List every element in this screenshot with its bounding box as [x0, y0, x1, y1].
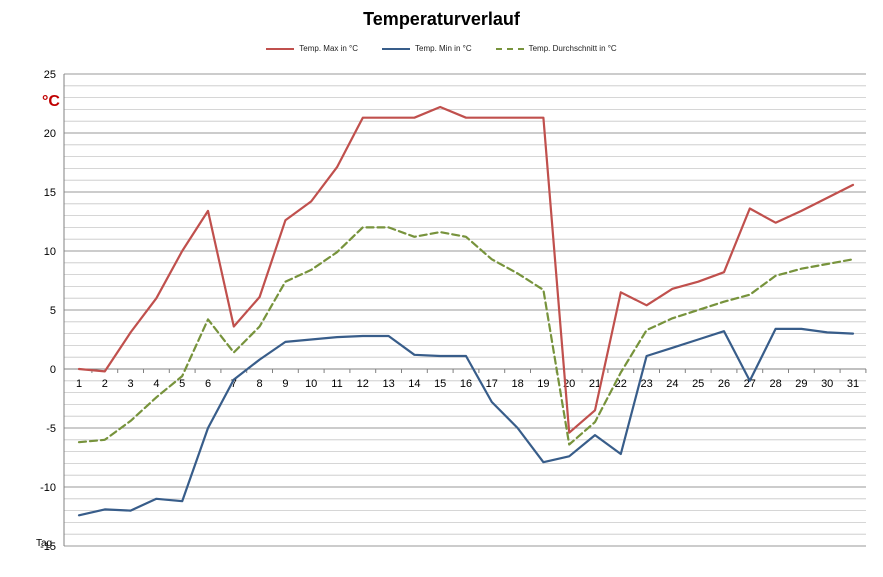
- legend-label-avg: Temp. Durchschnitt in °C: [528, 44, 617, 53]
- x-tick-label: 29: [795, 378, 807, 390]
- x-tick-label: 18: [511, 378, 523, 390]
- legend-item-min: Temp. Min in °C: [382, 44, 472, 53]
- x-tick-label: 22: [615, 378, 627, 390]
- legend-item-avg: Temp. Durchschnitt in °C: [495, 44, 617, 53]
- y-tick-label: 25: [44, 69, 56, 81]
- x-tick-label: 15: [434, 378, 446, 390]
- legend-swatch-min: [382, 47, 411, 50]
- x-tick-label: 13: [382, 378, 394, 390]
- y-unit-label: °C: [42, 93, 60, 110]
- x-tick-label: 16: [460, 378, 472, 390]
- y-tick-label: 20: [44, 128, 56, 140]
- legend-label-min: Temp. Min in °C: [415, 44, 472, 53]
- y-tick-label: 5: [50, 305, 56, 317]
- legend-swatch-max: [266, 47, 295, 50]
- x-tick-label: 27: [744, 378, 756, 390]
- x-tick-label: 31: [847, 378, 859, 390]
- x-tick-label: 12: [357, 378, 369, 390]
- x-tick-label: 11: [331, 378, 342, 390]
- x-axis-label: Tag: [36, 538, 52, 549]
- x-tick-label: 19: [537, 378, 549, 390]
- x-tick-label: 17: [486, 378, 498, 390]
- series-line-min: [77, 327, 855, 517]
- x-tick-label: 9: [282, 378, 288, 390]
- x-tick-label: 24: [666, 378, 678, 390]
- x-tick-label: 8: [257, 378, 263, 390]
- x-tick-label: 28: [769, 378, 781, 390]
- x-tick-label: 25: [692, 378, 704, 390]
- x-tick-label: 7: [231, 378, 237, 390]
- y-tick-label: 15: [44, 187, 56, 199]
- x-tick-label: 10: [305, 378, 317, 390]
- legend-item-max: Temp. Max in °C: [266, 44, 358, 53]
- x-tick-label: 2: [102, 378, 108, 390]
- x-tick-label: 14: [408, 378, 420, 390]
- y-tick-label: 10: [44, 246, 56, 258]
- series-line-avg: [77, 226, 855, 446]
- x-tick-label: 4: [153, 378, 159, 390]
- x-tick-label: 30: [821, 378, 833, 390]
- x-tick-label: 26: [718, 378, 730, 390]
- chart-title: Temperaturverlauf: [363, 9, 520, 29]
- y-tick-label: -10: [40, 482, 56, 494]
- x-tick-label: 3: [128, 378, 134, 390]
- x-tick-label: 6: [205, 378, 211, 390]
- legend-label-max: Temp. Max in °C: [299, 44, 359, 53]
- legend: Temp. Max in °C Temp. Min in °C Temp. Du…: [0, 44, 883, 53]
- x-tick-label: 5: [179, 378, 185, 390]
- legend-swatch-avg: [495, 47, 524, 50]
- y-tick-label: -15: [40, 541, 56, 553]
- x-tick-label: 1: [76, 378, 82, 390]
- x-tick-label: 21: [589, 378, 601, 390]
- y-tick-label: -5: [46, 423, 56, 435]
- x-tick-label: 23: [640, 378, 652, 390]
- y-tick-label: 0: [50, 364, 56, 376]
- series-line-max: [77, 105, 855, 434]
